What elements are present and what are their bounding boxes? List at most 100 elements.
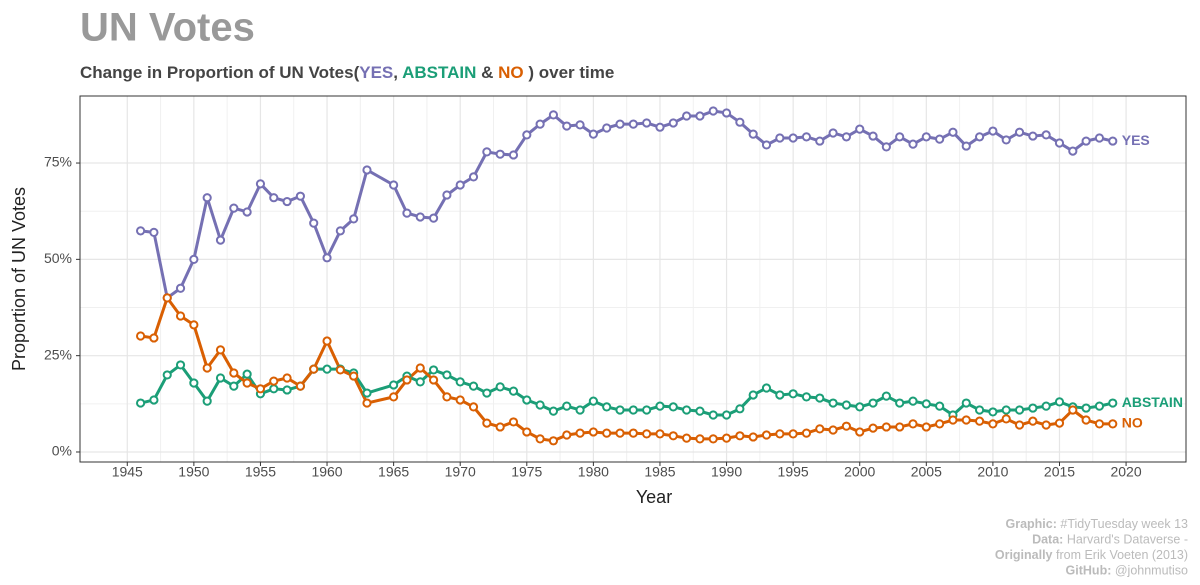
data-point xyxy=(548,436,559,446)
data-point xyxy=(642,118,652,128)
data-point xyxy=(615,405,625,415)
data-point xyxy=(1054,397,1065,407)
data-point xyxy=(548,110,559,120)
data-point xyxy=(189,254,199,264)
data-point xyxy=(1041,401,1051,411)
data-point xyxy=(895,132,905,142)
data-point xyxy=(788,429,798,439)
data-point xyxy=(415,212,425,222)
data-point xyxy=(149,395,159,405)
data-point xyxy=(828,425,838,435)
data-point xyxy=(682,433,692,443)
x-tick-label: 1970 xyxy=(445,464,476,480)
data-point xyxy=(682,405,692,415)
data-point xyxy=(242,378,252,388)
data-point xyxy=(455,180,465,190)
data-point xyxy=(242,369,252,379)
data-point xyxy=(602,428,612,438)
data-point xyxy=(468,381,479,391)
data-point xyxy=(508,150,519,160)
data-point xyxy=(269,376,279,386)
data-point xyxy=(1081,415,1091,425)
caption-text: Harvard's Dataverse - xyxy=(1063,533,1188,547)
data-point xyxy=(202,193,212,203)
data-point xyxy=(988,419,998,429)
data-point xyxy=(349,214,359,224)
data-point xyxy=(135,226,146,236)
data-point xyxy=(575,428,585,438)
data-point xyxy=(735,404,745,414)
data-point xyxy=(628,405,638,415)
data-point xyxy=(708,434,718,444)
data-point xyxy=(908,396,918,406)
data-point xyxy=(1081,136,1091,146)
x-axis-label: Year xyxy=(636,487,672,507)
data-point xyxy=(1068,146,1078,156)
data-point xyxy=(189,378,199,388)
data-point xyxy=(1041,420,1051,430)
data-point xyxy=(655,122,665,132)
data-point xyxy=(708,106,718,116)
series-end-label: ABSTAIN xyxy=(1122,394,1183,410)
data-point xyxy=(668,402,678,412)
chart-subtitle: Change in Proportion of UN Votes(YES, AB… xyxy=(80,63,614,82)
data-point xyxy=(1094,401,1105,411)
subtitle-series: NO xyxy=(498,63,524,82)
caption-key: Data: xyxy=(1032,533,1063,547)
data-point xyxy=(695,111,705,121)
data-point xyxy=(322,336,332,346)
x-tick-label: 1980 xyxy=(578,464,609,480)
data-point xyxy=(828,398,838,408)
y-tick-label: 75% xyxy=(44,154,72,170)
data-point xyxy=(162,293,172,303)
data-point xyxy=(1094,133,1105,143)
caption: Graphic: #TidyTuesday week 13 Data: Harva… xyxy=(995,517,1188,578)
data-point xyxy=(588,129,598,139)
data-point xyxy=(1028,403,1038,413)
caption-text: from Erik Voeten (2013) xyxy=(1053,548,1188,562)
data-point xyxy=(309,364,319,374)
data-point xyxy=(721,108,732,118)
data-point xyxy=(362,398,372,408)
data-point xyxy=(295,381,306,391)
data-point xyxy=(855,124,865,134)
data-point xyxy=(468,402,479,412)
data-point xyxy=(881,422,891,432)
data-point xyxy=(415,377,425,387)
data-point xyxy=(282,385,292,395)
data-point xyxy=(815,424,825,434)
data-point xyxy=(735,431,745,441)
data-point xyxy=(389,392,399,402)
x-tick-label: 2020 xyxy=(1110,464,1141,480)
data-point xyxy=(735,117,745,127)
data-point xyxy=(801,428,812,438)
data-point xyxy=(428,375,439,385)
data-point xyxy=(189,320,199,330)
x-tick-label: 2015 xyxy=(1044,464,1075,480)
data-point xyxy=(482,418,492,428)
data-point xyxy=(655,401,665,411)
data-point xyxy=(495,382,505,392)
x-tick-label: 1990 xyxy=(711,464,742,480)
data-point xyxy=(215,345,226,355)
data-point xyxy=(921,132,931,142)
data-point xyxy=(788,389,798,399)
x-tick-label: 1945 xyxy=(112,464,143,480)
data-point xyxy=(1014,420,1025,430)
subtitle-text: & xyxy=(476,63,498,82)
data-point xyxy=(1108,419,1118,429)
data-point xyxy=(468,172,479,182)
data-point xyxy=(562,430,572,440)
data-point xyxy=(1108,398,1118,408)
data-point xyxy=(828,128,838,138)
y-tick-label: 50% xyxy=(44,250,72,266)
data-point xyxy=(322,364,332,374)
data-point xyxy=(402,375,412,385)
data-point xyxy=(974,416,985,426)
data-point xyxy=(415,363,425,373)
data-point xyxy=(402,208,412,218)
caption-line: GitHub: @johnmutiso xyxy=(1066,564,1188,578)
data-point xyxy=(628,428,638,438)
data-point xyxy=(229,368,239,378)
data-point xyxy=(1054,418,1065,428)
